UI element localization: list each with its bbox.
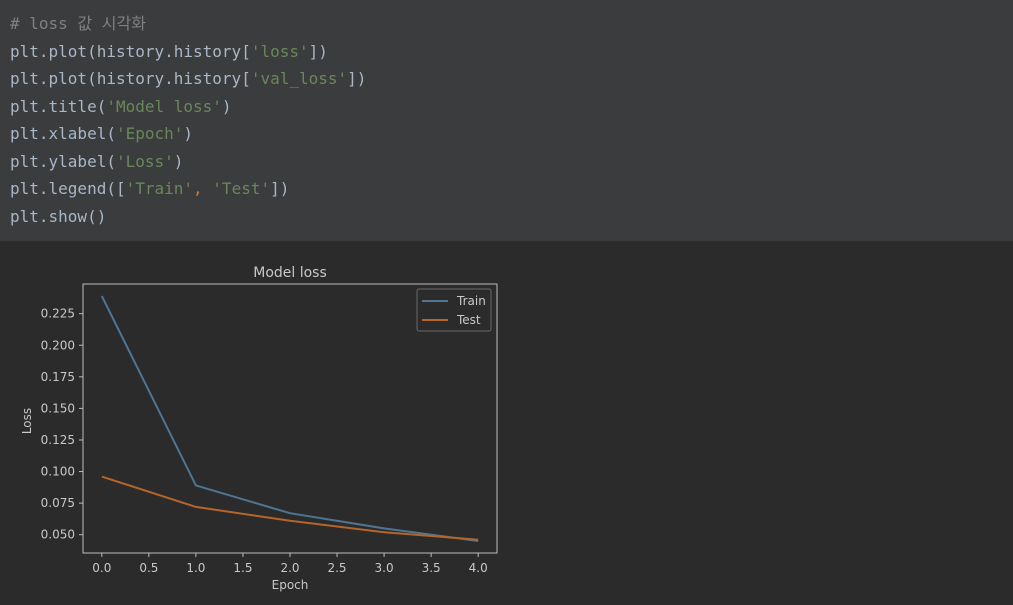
x-tick-label: 1.5 [233,561,252,575]
code-text: plt.plot(history.history[ [10,41,251,61]
code-line-comment: # loss 값 시각화 [0,10,1013,38]
loss-chart: Model loss Loss Epoch 0.050 0.075 0.100 0.1… [20,265,498,592]
x-tick-label: 0.5 [139,561,158,575]
code-string: 'Loss' [115,151,174,171]
legend: Train Test [416,288,492,332]
code-string: 'Model loss' [106,96,222,116]
y-tick-label: 0.150 [41,401,75,415]
y-tick-label: 0.125 [41,433,75,447]
code-separator: , [193,179,213,198]
code-text: ) [173,151,184,171]
code-text: plt.show() [10,206,107,226]
x-axis: 0.0 0.5 1.0 1.5 2.0 2.5 3.0 3.5 4.0 [92,553,488,575]
code-text: ) [183,124,194,143]
x-tick-label: 2.5 [327,561,346,575]
code-comment: # loss 값 시각화 [10,14,146,33]
x-tick-label: 2.0 [280,561,299,575]
x-tick-label: 0.0 [92,561,111,575]
code-line-show: plt.show() [0,203,1013,231]
x-axis-label: Epoch [272,578,309,592]
x-tick-label: 3.5 [422,561,441,575]
x-tick-label: 4.0 [469,561,488,575]
code-cell[interactable]: # loss 값 시각화 plt.plot(history.history['l… [0,0,1013,241]
y-tick-label: 0.175 [41,370,75,384]
series-lines [100,295,479,542]
code-line-legend: plt.legend(['Train', 'Test']) [0,175,1013,203]
y-tick-label: 0.100 [41,465,75,479]
y-axis: 0.050 0.075 0.100 0.125 0.150 0.175 0.200 0.225 [41,307,83,542]
code-text: ]) [270,179,290,198]
code-string: 'Test' [212,179,271,198]
y-tick-label: 0.050 [41,528,75,542]
code-text: ) [221,96,232,116]
y-tick-label: 0.075 [41,496,75,510]
legend-label-test: Test [456,313,481,327]
series-line-train [100,295,479,542]
code-string: 'val_loss' [250,69,348,88]
code-string: 'Epoch' [115,124,184,143]
series-line-test [101,475,479,541]
code-text: plt.xlabel( [10,124,116,143]
code-line-plot-loss: plt.plot(history.history['loss']) [0,38,1013,66]
code-string: 'loss' [250,41,309,61]
code-string: 'Train' [125,179,194,198]
code-line-xlabel: plt.xlabel('Epoch') [0,120,1013,148]
legend-label-train: Train [456,294,486,308]
code-line-ylabel: plt.ylabel('Loss') [0,148,1013,176]
y-axis-label: Loss [20,408,34,434]
y-tick-label: 0.225 [41,307,75,321]
x-tick-label: 1.0 [186,561,205,575]
chart-title: Model loss [253,265,327,281]
cell-output: Model loss Loss Epoch 0.050 0.075 0.100 0.1… [0,241,1013,601]
code-text: plt.plot(history.history[ [10,69,251,88]
x-tick-label: 3.0 [375,561,394,575]
code-text: ]) [347,69,367,88]
code-text: plt.ylabel( [10,151,116,171]
code-text: plt.title( [10,96,107,116]
code-line-title: plt.title('Model loss') [0,93,1013,121]
code-text: plt.legend([ [10,179,126,198]
code-line-plot-val-loss: plt.plot(history.history['val_loss']) [0,65,1013,93]
y-tick-label: 0.200 [41,338,75,352]
code-text: ]) [308,41,328,61]
